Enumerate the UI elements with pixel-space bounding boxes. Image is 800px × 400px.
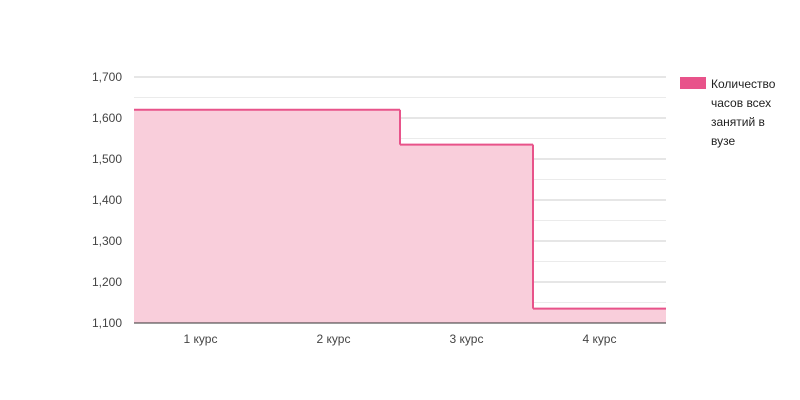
x-tick-label: 2 курс (317, 332, 351, 346)
series-line-group (134, 108, 666, 310)
legend-label: Количество часов всех занятий в вузе (711, 77, 776, 148)
y-tick-label: 1,700 (92, 70, 122, 84)
x-axis: 1 курс 2 курс 3 курс 4 курс (134, 322, 666, 346)
y-tick-label: 1,200 (92, 275, 122, 289)
y-axis: 1,100 1,200 1,300 1,400 1,500 1,600 1,700 (92, 70, 122, 330)
y-tick-label: 1,400 (92, 193, 122, 207)
x-tick-label: 4 курс (583, 332, 617, 346)
y-tick-label: 1,600 (92, 111, 122, 125)
legend-label-line: занятий в (711, 115, 765, 129)
y-tick-label: 1,300 (92, 234, 122, 248)
y-tick-label: 1,100 (92, 316, 122, 330)
y-tick-label: 1,500 (92, 152, 122, 166)
x-tick-label: 3 курс (450, 332, 484, 346)
x-tick-label: 1 курс (184, 332, 218, 346)
legend-swatch (680, 77, 706, 89)
legend-label-line: вузе (711, 134, 735, 148)
legend-label-line: Количество (711, 77, 776, 91)
legend-label-line: часов всех (711, 96, 771, 110)
legend: Количество часов всех занятий в вузе (680, 77, 776, 148)
